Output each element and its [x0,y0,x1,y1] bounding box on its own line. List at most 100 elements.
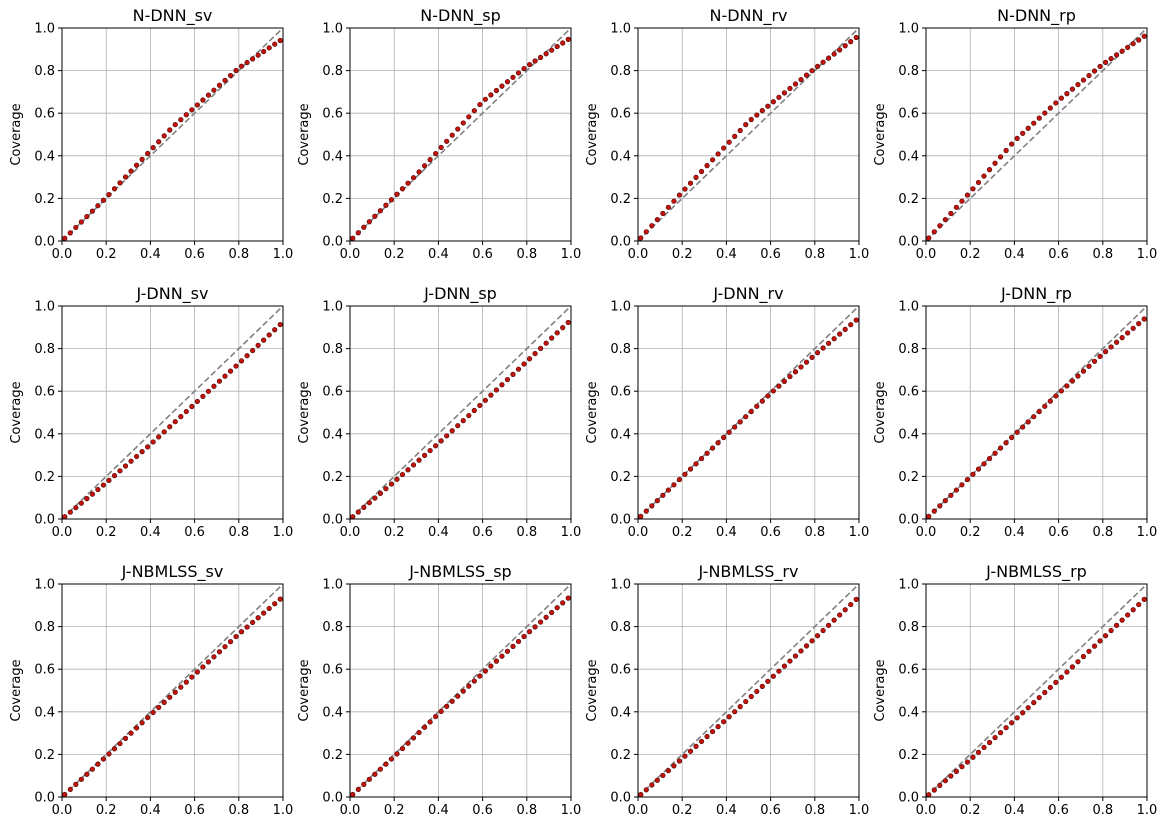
data-point [1125,612,1131,618]
axes-frame [349,305,572,520]
data-point [1058,95,1064,101]
x-tick-label: 0.0 [916,247,937,262]
x-tick-label: 1.0 [561,803,582,818]
data-point [438,438,444,444]
data-point [765,678,771,684]
data-point [698,168,705,175]
data-point [388,197,395,203]
data-point [78,500,84,506]
data-point [565,36,571,42]
data-point [399,745,406,752]
data-point [992,450,998,456]
data-point [826,340,832,346]
data-point [377,490,383,496]
x-tick-label: 0.2 [672,247,693,262]
data-point [1014,429,1020,435]
data-point [831,336,837,342]
data-point [145,444,151,450]
data-point [433,150,439,157]
y-tick-label: 1.0 [898,578,919,593]
x-tick-label: 0.4 [716,247,737,262]
x-tick-label: 0.2 [672,803,693,818]
data-point [488,92,494,98]
data-point [89,491,95,497]
data-point [721,145,727,151]
data-point [205,659,212,665]
data-point [139,156,145,162]
data-point [161,699,167,705]
reference-diagonal [925,583,1148,798]
x-tick-label: 0.8 [1092,803,1113,818]
data-point [776,668,782,674]
data-point [538,54,544,60]
data-point [704,733,710,740]
data-point [427,157,433,163]
data-point [926,235,932,241]
data-point [1075,81,1081,88]
data-point [792,81,799,87]
data-point [682,471,688,477]
data-point [660,772,666,779]
y-tick-label: 0.6 [34,107,55,122]
x-tick-label: 0.0 [628,803,649,818]
data-point [820,345,826,351]
y-tick-label: 0.2 [898,748,919,763]
data-point [792,653,799,659]
data-point [814,63,821,70]
data-point [848,39,854,45]
chart-title: N-DNN_rp [997,6,1076,26]
data-point [1053,679,1059,685]
data-point [455,126,461,132]
data-point [117,468,123,474]
x-tick-label: 0.8 [516,803,537,818]
data-point [416,457,422,463]
y-tick-label: 0.2 [610,192,631,207]
data-point [770,388,776,394]
data-point [117,180,123,186]
data-point [189,107,195,113]
data-point [172,689,178,695]
data-point [238,63,245,69]
data-point [842,607,848,613]
chart-title: J-NBMLSS_rv [698,562,799,582]
data-point [1080,368,1087,374]
data-point [504,79,511,85]
x-tick-label: 0.0 [340,803,361,818]
reference-diagonal [637,27,860,242]
data-point [638,513,644,519]
data-point [238,358,245,364]
data-point [73,505,79,511]
subplot: 0.0 0.2 0.4 0.6 0.8 1.0 0.0 0.2 0.4 0.6 0.8 1.0 J-NB… [9,562,293,818]
data-point [798,364,804,370]
data-point [250,619,256,626]
x-tick-label: 1.0 [561,525,582,540]
data-point [194,398,200,405]
data-point [205,92,212,98]
data-point [676,758,683,764]
data-point [167,694,173,700]
x-tick-label: 1.0 [849,525,870,540]
data-point [1025,705,1031,711]
subplot: 0.0 0.2 0.4 0.6 0.8 1.0 0.0 0.2 0.4 0.6 0.8 1.0 J-DN… [585,284,869,540]
y-tick-label: 0.4 [34,705,55,720]
x-tick-label: 0.8 [804,247,825,262]
data-point [1014,135,1020,141]
data-point [948,773,954,779]
data-point [504,648,511,654]
data-point [510,643,516,649]
axes-frame [925,27,1148,242]
data-point [532,350,538,357]
data-point [1042,689,1048,696]
x-tick-label: 0.8 [804,525,825,540]
subplot: 0.0 0.2 0.4 0.6 0.8 1.0 0.0 0.2 0.4 0.6 0.8 1.0 N-DN… [9,6,293,262]
data-point [1119,335,1125,341]
y-tick-label: 0.2 [34,192,55,207]
data-point [227,368,234,374]
data-point [665,204,671,210]
data-point [1097,353,1103,359]
subplot: 0.0 0.2 0.4 0.6 0.8 1.0 0.0 0.2 0.4 0.6 0.8 1.0 J-DN… [9,284,293,540]
data-point [671,198,677,204]
data-point [809,68,815,74]
x-tick-label: 0.0 [52,247,73,262]
data-point [853,34,859,41]
